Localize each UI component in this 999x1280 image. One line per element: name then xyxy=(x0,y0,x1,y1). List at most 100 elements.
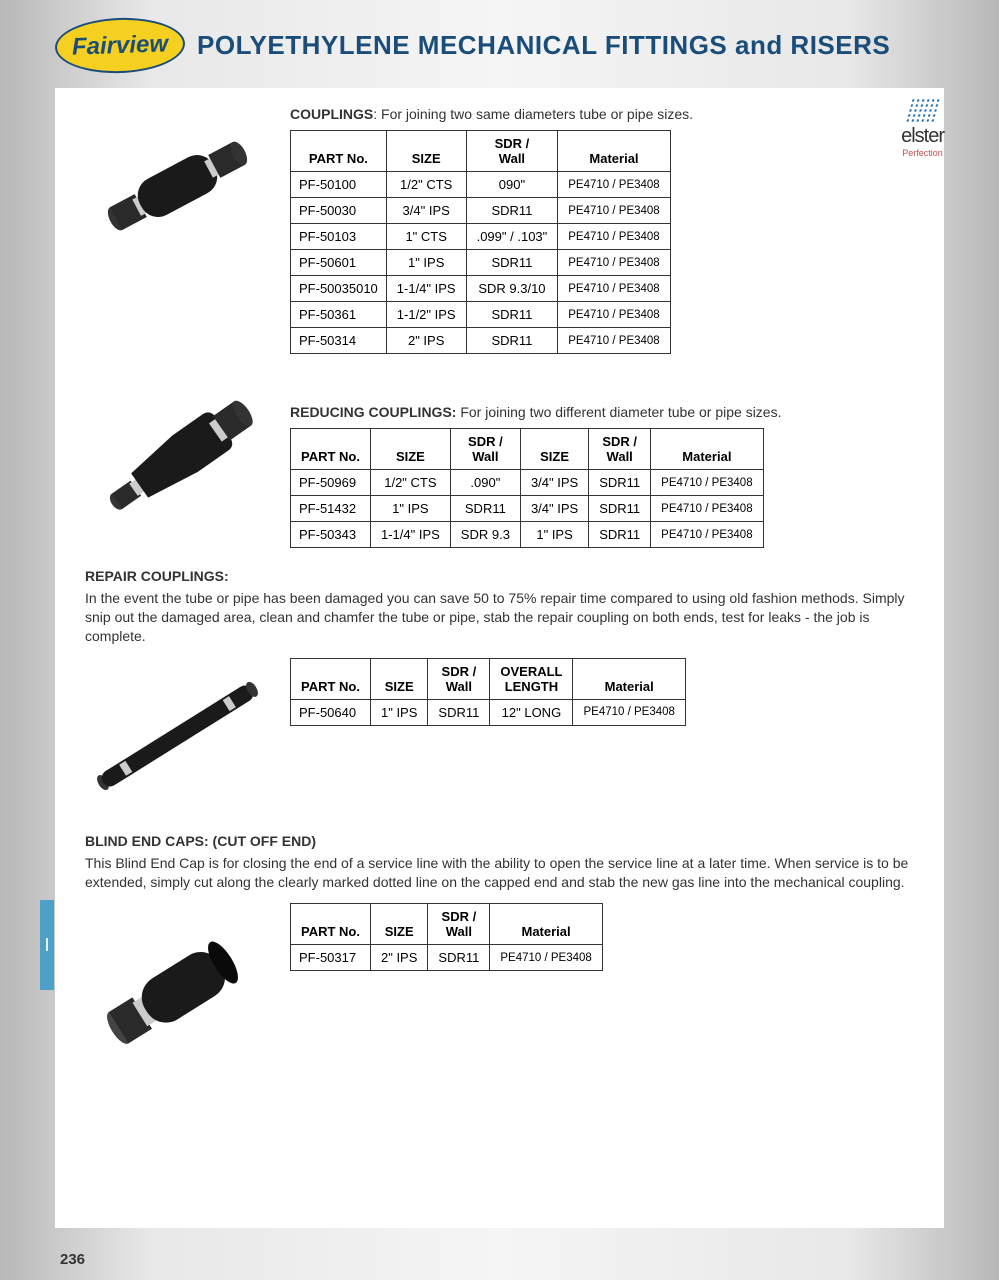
table-cell: SDR11 xyxy=(428,699,490,725)
table-cell: PF-50640 xyxy=(291,699,371,725)
table-cell: SDR11 xyxy=(428,945,490,971)
table-cell: PE4710 / PE3408 xyxy=(558,224,670,250)
couplings-title-bold: COUPLINGS xyxy=(290,106,373,122)
table-cell: PE4710 / PE3408 xyxy=(651,522,763,548)
table-header: SIZE xyxy=(370,904,427,945)
table-cell: PF-51432 xyxy=(291,496,371,522)
table-cell: PF-50601 xyxy=(291,250,387,276)
table-cell: SDR 9.3 xyxy=(450,522,520,548)
table-cell: 1" IPS xyxy=(386,250,466,276)
fairview-logo: Fairview xyxy=(54,16,186,76)
table-header: SDR /Wall xyxy=(450,429,520,470)
blind-table: PART No. SIZESDR /Wall Material PF-50317… xyxy=(290,903,603,971)
table-cell: .099" / .103" xyxy=(466,224,558,250)
table-header: SIZE xyxy=(370,429,450,470)
repair-section: PART No. SIZESDR /WallOVERALLLENGTH Mate… xyxy=(85,658,914,813)
table-row: PF-501001/2" CTS090"PE4710 / PE3408 xyxy=(291,172,671,198)
table-header: PART No. xyxy=(291,131,387,172)
side-tab: I xyxy=(40,900,54,990)
logo-text: Fairview xyxy=(72,30,169,61)
reducing-section: REDUCING COUPLINGS: For joining two diff… xyxy=(85,374,914,548)
table-cell: PE4710 / PE3408 xyxy=(558,328,670,354)
elster-name: elster xyxy=(901,125,944,148)
table-row: PF-503431-1/4" IPSSDR 9.31" IPSSDR11PE47… xyxy=(291,522,764,548)
table-cell: 090" xyxy=(466,172,558,198)
table-cell: 1" CTS xyxy=(386,224,466,250)
reducing-title: REDUCING COUPLINGS: For joining two diff… xyxy=(290,404,914,420)
table-cell: PE4710 / PE3408 xyxy=(558,198,670,224)
table-cell: PE4710 / PE3408 xyxy=(651,496,763,522)
repair-table: PART No. SIZESDR /WallOVERALLLENGTH Mate… xyxy=(290,658,686,726)
table-header: SDR /Wall xyxy=(466,131,558,172)
table-row: PF-514321" IPSSDR113/4" IPSSDR11PE4710 /… xyxy=(291,496,764,522)
elster-sub: Perfection xyxy=(901,148,944,158)
table-cell: PE4710 / PE3408 xyxy=(573,699,685,725)
table-cell: PF-50100 xyxy=(291,172,387,198)
table-cell: 1" IPS xyxy=(370,496,450,522)
table-cell: PE4710 / PE3408 xyxy=(558,172,670,198)
couplings-title: COUPLINGS: For joining two same diameter… xyxy=(290,106,914,122)
table-cell: 1-1/4" IPS xyxy=(386,276,466,302)
table-cell: PF-50969 xyxy=(291,470,371,496)
table-cell: SDR11 xyxy=(466,250,558,276)
table-cell: SDR11 xyxy=(466,302,558,328)
table-cell: 12" LONG xyxy=(490,699,573,725)
table-cell: PE4710 / PE3408 xyxy=(558,276,670,302)
table-row: PF-500303/4" IPSSDR11PE4710 / PE3408 xyxy=(291,198,671,224)
reducing-title-bold: REDUCING COUPLINGS: xyxy=(290,404,456,420)
table-header: Material xyxy=(573,658,685,699)
blind-image xyxy=(85,903,270,1078)
table-header: PART No. xyxy=(291,904,371,945)
reducing-table: PART No. SIZESDR /Wall SIZESDR /Wall Mat… xyxy=(290,428,764,548)
table-cell: 1-1/2" IPS xyxy=(386,302,466,328)
table-row: PF-503611-1/2" IPSSDR11PE4710 / PE3408 xyxy=(291,302,671,328)
blind-section: PART No. SIZESDR /Wall Material PF-50317… xyxy=(85,903,914,1078)
table-header: Material xyxy=(558,131,670,172)
repair-image xyxy=(85,658,270,813)
table-cell: PE4710 / PE3408 xyxy=(490,945,602,971)
table-cell: 1/2" CTS xyxy=(370,470,450,496)
table-cell: 1/2" CTS xyxy=(386,172,466,198)
table-cell: PE4710 / PE3408 xyxy=(558,302,670,328)
table-cell: SDR11 xyxy=(450,496,520,522)
table-cell: SDR11 xyxy=(589,522,651,548)
table-header: PART No. xyxy=(291,658,371,699)
table-cell: PF-50317 xyxy=(291,945,371,971)
table-cell: PF-50035010 xyxy=(291,276,387,302)
table-row: PF-506011" IPSSDR11PE4710 / PE3408 xyxy=(291,250,671,276)
page-header: Fairview POLYETHYLENE MECHANICAL FITTING… xyxy=(0,0,999,83)
table-cell: PE4710 / PE3408 xyxy=(558,250,670,276)
table-header: SDR /Wall xyxy=(428,658,490,699)
blind-heading: BLIND END CAPS: (CUT OFF END) xyxy=(85,833,914,849)
table-cell: .090" xyxy=(450,470,520,496)
table-cell: PF-50030 xyxy=(291,198,387,224)
table-row: PF-500350101-1/4" IPSSDR 9.3/10PE4710 / … xyxy=(291,276,671,302)
table-cell: PF-50343 xyxy=(291,522,371,548)
page-title: POLYETHYLENE MECHANICAL FITTINGS and RIS… xyxy=(197,30,890,61)
table-header: SIZE xyxy=(370,658,427,699)
table-cell: SDR11 xyxy=(466,198,558,224)
table-header: SIZE xyxy=(520,429,588,470)
table-cell: 3/4" IPS xyxy=(520,496,588,522)
elster-dots-icon xyxy=(904,98,941,123)
table-header: Material xyxy=(490,904,602,945)
blind-desc: This Blind End Cap is for closing the en… xyxy=(85,854,914,892)
couplings-title-rest: : For joining two same diameters tube or… xyxy=(373,106,693,122)
table-cell: SDR11 xyxy=(589,470,651,496)
table-cell: 3/4" IPS xyxy=(386,198,466,224)
table-row: PF-509691/2" CTS.090"3/4" IPSSDR11PE4710… xyxy=(291,470,764,496)
couplings-table: PART No. SIZESDR /Wall Material PF-50100… xyxy=(290,130,671,354)
table-cell: 2" IPS xyxy=(370,945,427,971)
table-header: PART No. xyxy=(291,429,371,470)
table-cell: 2" IPS xyxy=(386,328,466,354)
table-row: PF-503172" IPSSDR11PE4710 / PE3408 xyxy=(291,945,603,971)
table-header: SDR /Wall xyxy=(428,904,490,945)
content-area: elster Perfection xyxy=(55,88,944,1228)
table-cell: PF-50103 xyxy=(291,224,387,250)
table-header: OVERALLLENGTH xyxy=(490,658,573,699)
table-header: Material xyxy=(651,429,763,470)
repair-heading: REPAIR COUPLINGS: xyxy=(85,568,914,584)
table-row: PF-506401" IPSSDR1112" LONGPE4710 / PE34… xyxy=(291,699,686,725)
table-header: SDR /Wall xyxy=(589,429,651,470)
table-cell: PF-50361 xyxy=(291,302,387,328)
